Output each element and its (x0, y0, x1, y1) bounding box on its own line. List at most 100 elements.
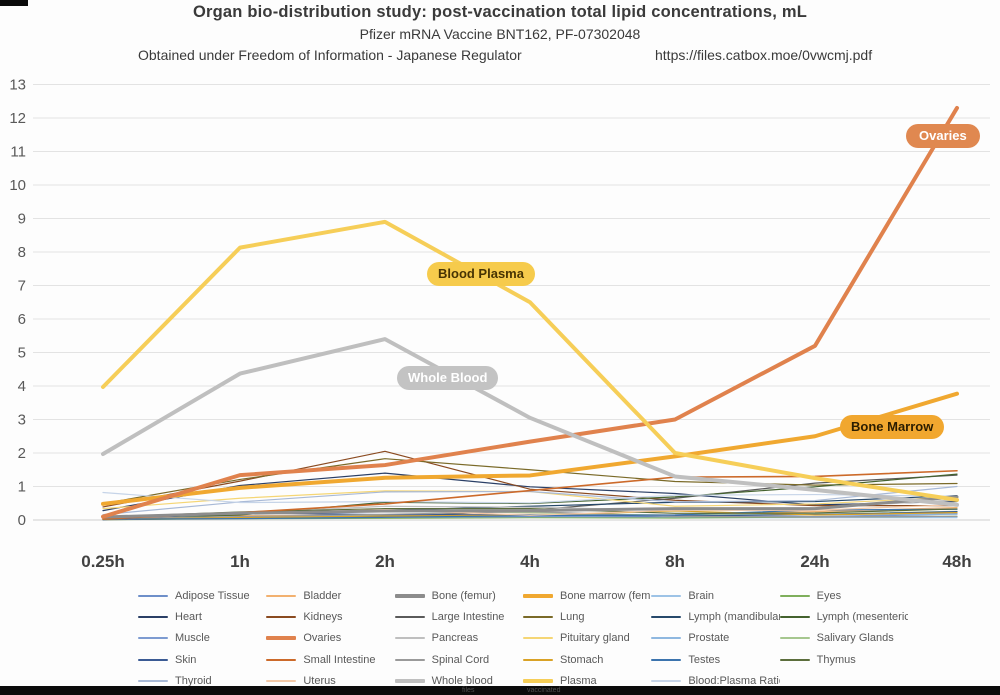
legend-label: Whole blood (431, 674, 493, 687)
y-tick-label: 9 (18, 211, 26, 228)
legend-line-marker (138, 679, 168, 682)
screen-artifact-top-left (0, 0, 28, 6)
legend-item-testes: Testes (651, 654, 779, 666)
series-line-plasma (101, 219, 959, 502)
y-tick-label: 7 (18, 278, 26, 295)
y-tick-label: 0 (18, 512, 26, 529)
y-tick-label: 10 (9, 177, 26, 194)
legend-label: Prostate (688, 632, 730, 645)
legend-line-marker (394, 658, 425, 661)
legend-item-small-intestine: Small Intestine (266, 654, 394, 666)
legend-label: Testes (688, 653, 721, 666)
bottom-bar-text-fragment: vaccinated (527, 687, 561, 694)
series-line-blood-plasma-ratio (102, 491, 958, 504)
legend-item-uterus: Uterus (266, 675, 394, 687)
legend-item-plasma: Plasma (522, 674, 651, 687)
legend-line-marker (138, 658, 168, 661)
callout-bone-marrow: Bone Marrow (840, 415, 945, 439)
legend-label: Stomach (559, 653, 604, 666)
legend-label: Uterus (303, 674, 336, 687)
legend-line-marker (651, 658, 682, 661)
y-tick-label: 8 (18, 244, 26, 261)
legend-line-marker (266, 658, 297, 661)
legend-line-marker (651, 615, 682, 618)
legend-line-marker (394, 637, 425, 640)
y-tick-label: 1 (18, 479, 26, 496)
legend-line-marker (522, 615, 553, 618)
series-line-heart (102, 472, 958, 512)
x-tick-label: 2h (375, 552, 395, 571)
y-tick-label: 13 (9, 77, 26, 94)
legend-label: Muscle (175, 632, 210, 645)
legend-label: Ovaries (303, 632, 342, 645)
legend-line-marker (138, 594, 168, 597)
source-note: Obtained under Freedom of Information - … (138, 47, 522, 63)
legend-label: Adipose Tissue (175, 589, 250, 602)
legend-line-marker (138, 615, 168, 618)
legend-line-marker (266, 615, 297, 618)
legend-label: Brain (688, 589, 715, 602)
legend-label: Eyes (816, 589, 842, 602)
y-tick-label: 6 (18, 311, 26, 328)
y-tick-label: 3 (18, 412, 26, 429)
bottom-bar-text-fragment: files (462, 687, 475, 694)
legend-item-stomach: Stomach (522, 653, 651, 666)
legend-item-lung: Lung (522, 611, 651, 623)
legend-item-brain: Brain (651, 590, 779, 602)
series-line-whole-blood (101, 337, 959, 507)
legend-item-bladder: Bladder (266, 590, 394, 602)
legend-item-thyroid: Thyroid (138, 675, 266, 687)
legend-line-marker (651, 637, 682, 640)
legend-item-whole-blood: Whole blood (394, 674, 523, 687)
legend-line-marker (522, 637, 553, 640)
legend-item-blood-plasma-ratio: Blood:Plasma Ratio (651, 675, 780, 687)
legend-item-spinal-cord: Spinal Cord (394, 654, 523, 666)
legend-label: Thyroid (175, 674, 212, 687)
legend-label: Plasma (559, 674, 597, 687)
series-line-bone-marrow-femur- (101, 391, 959, 506)
legend-line-marker (522, 678, 553, 683)
legend-item-heart: Heart (138, 611, 266, 623)
legend-item-large-intestine: Large Intestine (394, 610, 523, 623)
legend-line-marker (394, 615, 425, 618)
legend-label: Lymph (mesenteric) (816, 610, 908, 623)
y-tick-label: 11 (10, 144, 26, 161)
legend-line-marker (651, 679, 682, 682)
y-tick-label: 5 (18, 345, 26, 362)
legend-line-marker (394, 593, 425, 598)
legend-line-marker (138, 637, 168, 640)
chart-subtitle: Pfizer mRNA Vaccine BNT162, PF-07302048 (359, 26, 641, 42)
legend-item-lymph-mesenteric-: Lymph (mesenteric) (779, 610, 908, 623)
series-line-thyroid (102, 485, 958, 516)
source-url: https://files.catbox.moe/0vwcmj.pdf (655, 47, 873, 63)
legend-label: Bone marrow (femur) (559, 589, 651, 602)
y-tick-label: 12 (9, 110, 26, 127)
legend-label: Bladder (303, 589, 342, 602)
x-tick-label: 4h (520, 552, 540, 571)
legend-line-marker (779, 594, 810, 597)
legend-label: Thymus (816, 653, 856, 666)
series-line-lymph-mesenteric- (102, 473, 958, 519)
callout-whole-blood: Whole Blood (397, 366, 499, 390)
legend-item-skin: Skin (138, 654, 266, 666)
legend-label: Small Intestine (303, 653, 376, 666)
legend-label: Pituitary gland (559, 632, 630, 645)
legend-label: Lymph (mandibular) (688, 610, 780, 623)
legend-item-pituitary-gland: Pituitary gland (522, 632, 651, 645)
legend-line-marker (266, 679, 297, 682)
legend-item-prostate: Prostate (651, 632, 779, 644)
legend-line-marker (522, 593, 553, 598)
legend-line-marker (266, 636, 297, 641)
legend-label: Kidneys (303, 610, 343, 623)
chart-legend: Adipose Tissue Bladder Bone (femur) Bone ma… (138, 585, 908, 691)
series-line-ovaries (101, 105, 959, 519)
legend-item-ovaries: Ovaries (266, 632, 394, 644)
x-tick-label: 48h (942, 552, 971, 571)
legend-item-adipose-tissue: Adipose Tissue (138, 590, 266, 602)
legend-label: Large Intestine (431, 610, 505, 623)
legend-label: Skin (175, 653, 197, 666)
chart-title: Organ bio-distribution study: post-vacci… (192, 3, 807, 21)
legend-item-salivary-glands: Salivary Glands (779, 632, 908, 644)
legend-line-marker (266, 594, 297, 597)
legend-item-kidneys: Kidneys (266, 611, 394, 623)
